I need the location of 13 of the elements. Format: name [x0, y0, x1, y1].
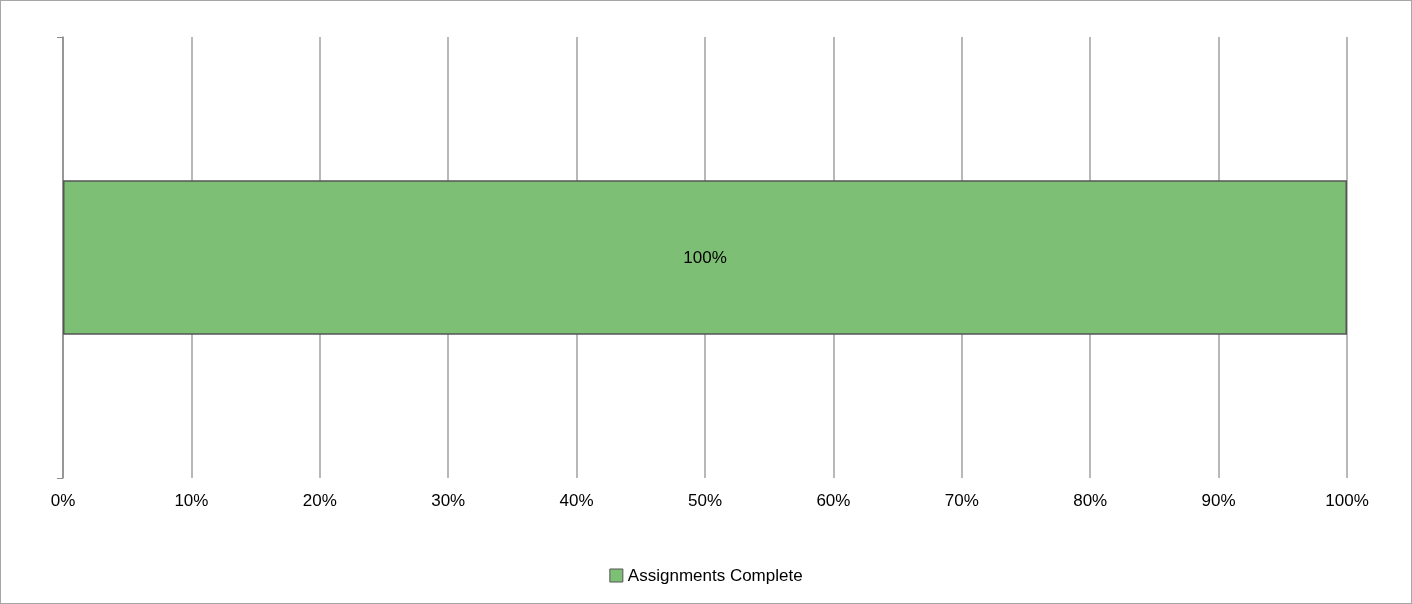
x-tick-label: 10% — [174, 491, 209, 510]
x-tick-label: 50% — [687, 491, 723, 510]
x-tick-label: 40% — [559, 491, 594, 510]
x-tick-label: 30% — [431, 491, 466, 510]
x-tick-label: 0% — [50, 491, 76, 510]
x-tick-label: 100% — [1325, 491, 1369, 510]
legend-label: Assignments Complete — [627, 566, 803, 585]
x-tick-label: 80% — [1073, 491, 1108, 510]
x-tick-label: 70% — [944, 491, 979, 510]
x-tick-label: 90% — [1201, 491, 1236, 510]
x-tick-label: 60% — [816, 491, 851, 510]
data-label: 100% — [683, 248, 727, 267]
x-tick-label: 20% — [302, 491, 337, 510]
